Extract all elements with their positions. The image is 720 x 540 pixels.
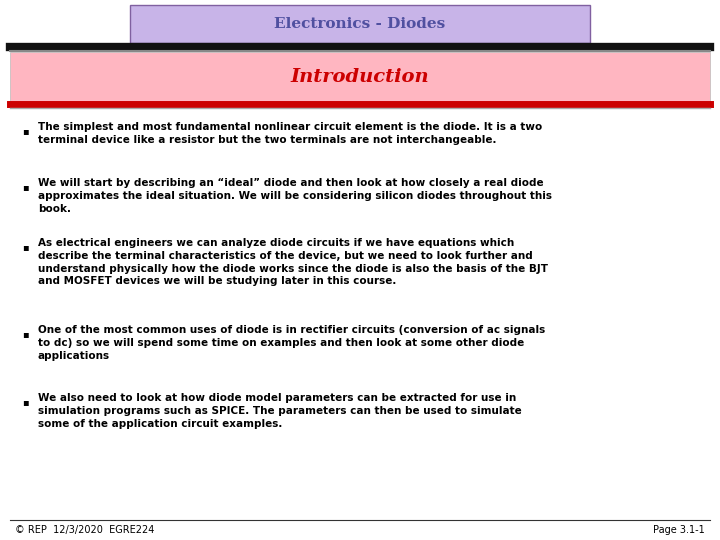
Text: ▪: ▪ bbox=[22, 182, 29, 192]
Text: One of the most common uses of diode is in rectifier circuits (conversion of ac : One of the most common uses of diode is … bbox=[38, 325, 545, 361]
Text: ▪: ▪ bbox=[22, 242, 29, 252]
FancyBboxPatch shape bbox=[130, 5, 590, 43]
Text: As electrical engineers we can analyze diode circuits if we have equations which: As electrical engineers we can analyze d… bbox=[38, 238, 548, 286]
Text: We will start by describing an “ideal” diode and then look at how closely a real: We will start by describing an “ideal” d… bbox=[38, 178, 552, 214]
Text: ▪: ▪ bbox=[22, 397, 29, 407]
Text: We also need to look at how diode model parameters can be extracted for use in
s: We also need to look at how diode model … bbox=[38, 393, 522, 429]
Text: ▪: ▪ bbox=[22, 126, 29, 136]
FancyBboxPatch shape bbox=[10, 52, 710, 102]
Text: The simplest and most fundamental nonlinear circuit element is the diode. It is : The simplest and most fundamental nonlin… bbox=[38, 122, 542, 145]
Text: Page 3.1-1: Page 3.1-1 bbox=[653, 525, 705, 535]
Text: Introduction: Introduction bbox=[291, 68, 429, 86]
Text: © REP  12/3/2020  EGRE224: © REP 12/3/2020 EGRE224 bbox=[15, 525, 154, 535]
Text: Electronics - Diodes: Electronics - Diodes bbox=[274, 17, 446, 31]
Text: ▪: ▪ bbox=[22, 329, 29, 339]
